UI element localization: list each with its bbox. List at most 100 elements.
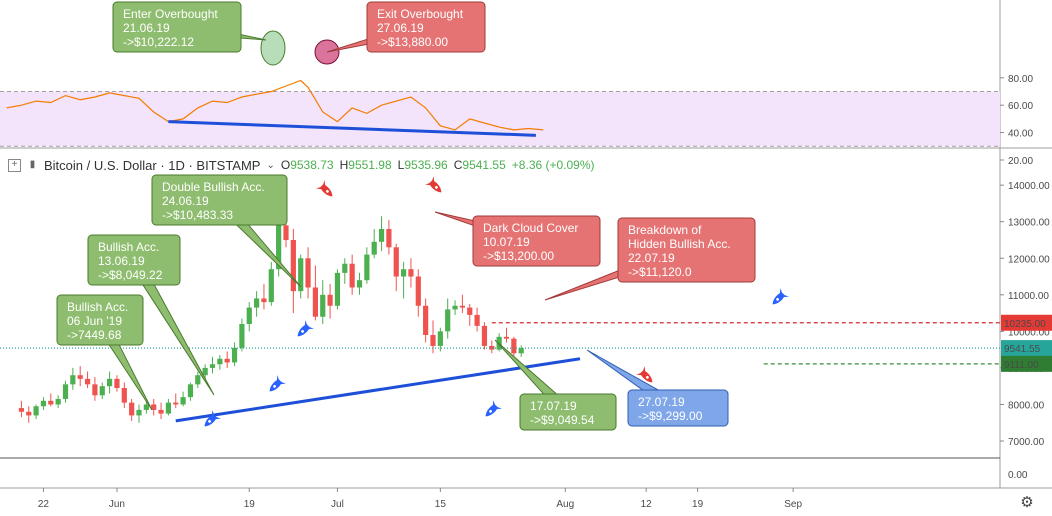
ohlc-open: O9538.73	[280, 158, 334, 172]
rocket-up-icon-window	[208, 420, 211, 423]
candle-body	[26, 411, 32, 416]
rocket-down-icon-fins	[316, 180, 326, 190]
candle-body	[224, 358, 230, 363]
candle-body	[371, 241, 377, 255]
dark-cloud-callout-text-line: 10.07.19	[483, 235, 530, 249]
exit-overbought-callout-text-line: ->$13,880.00	[377, 35, 448, 49]
candle-body	[254, 298, 260, 308]
rocket-down-icon-window	[326, 190, 329, 193]
candle-body	[55, 398, 61, 405]
candle-body	[401, 269, 407, 277]
candle-body	[261, 298, 267, 303]
candle-body	[503, 336, 510, 339]
rocket-down-icon-body	[429, 180, 442, 193]
rocket-up-icon-window	[489, 410, 492, 413]
price-trendline	[175, 357, 581, 423]
time-tick-label: Aug	[556, 499, 574, 510]
rsi-band	[0, 91, 1000, 147]
bullish-acc-0606-callout-text-line: Bullish Acc.	[67, 300, 128, 314]
candle-body	[298, 258, 304, 292]
double-bullish-callout-text-line: 24.06.19	[162, 194, 209, 208]
rocket-up-icon-window	[301, 330, 304, 333]
enter-overbought-callout-text-line: ->$10,222.12	[123, 35, 194, 49]
rocket-down-icon-body	[320, 184, 333, 197]
time-tick-label: 19	[692, 499, 704, 510]
time-tick-label: Jul	[331, 499, 344, 510]
symbol-title[interactable]: Bitcoin / U.S. Dollar · 1D · BITSTAMP	[44, 157, 261, 173]
time-tick-label: 12	[641, 499, 653, 510]
rsi-tick-label: 80.00	[1008, 74, 1033, 85]
gear-icon[interactable]: ⚙	[1020, 494, 1034, 511]
double-bullish-callout-text-line: Double Bullish Acc.	[162, 180, 265, 194]
price-tick-label: 10000.00	[1008, 327, 1050, 338]
candle-body	[511, 338, 517, 354]
candle-body	[70, 375, 76, 385]
rocket-up-icon-fins	[492, 400, 502, 410]
rocket-down-icon	[316, 180, 333, 197]
candle-body	[202, 367, 208, 376]
breakdown-callout-text-line: Breakdown of	[628, 223, 702, 237]
rsi-tick-label: 60.00	[1008, 101, 1033, 112]
rsi-tick-label: 40.00	[1008, 129, 1033, 140]
enter-overbought-callout-text-line: 21.06.19	[123, 21, 170, 35]
breakdown-callout-text-line: ->$11,120.0	[628, 265, 692, 279]
rocket-down-icon-window	[646, 376, 649, 379]
rocket-up-icon	[269, 375, 286, 392]
candle-body	[415, 276, 421, 306]
candle-body	[283, 225, 289, 240]
candle-body	[180, 397, 186, 405]
rocket-up-icon	[485, 400, 502, 417]
candle-body	[437, 331, 443, 346]
candle-body	[84, 378, 91, 385]
enter-overbought-callout-text-line: Enter Overbought	[123, 7, 218, 21]
low-1707-callout-box	[519, 393, 617, 431]
exit-overbought-callout-text-line: Exit Overbought	[377, 7, 464, 21]
candle-body	[445, 309, 451, 332]
candle-body	[276, 225, 282, 270]
low-2707-callout-text-line: ->$9,299.00	[638, 409, 703, 423]
bullish-acc-1306-callout-text-line: Bullish Acc.	[98, 240, 159, 254]
candle-body	[187, 384, 194, 398]
candle-body	[77, 375, 83, 379]
rocket-down-icon-fins	[425, 176, 435, 186]
low-2707-callout-box	[627, 389, 729, 427]
candle-body	[99, 386, 105, 396]
candle-body	[33, 406, 39, 416]
symbol-header: + ▮ Bitcoin / U.S. Dollar · 1D · BITSTAM…	[8, 155, 595, 175]
chevron-down-icon[interactable]: ⌄	[266, 159, 275, 171]
candle-body	[459, 305, 465, 308]
rocket-up-icon-fins	[276, 375, 286, 385]
enter-overbought-marker	[260, 30, 286, 66]
candle-body	[40, 400, 47, 407]
bullish-acc-1306-callout-text-line: ->$8,049.22	[98, 268, 163, 282]
rocket-up-icon-window	[776, 298, 779, 301]
bullish-acc-1306-callout-box	[87, 234, 181, 286]
candle-body	[320, 294, 326, 317]
candle-body	[489, 345, 495, 350]
rocket-up-icon-window	[273, 385, 276, 388]
candle-body	[143, 404, 149, 410]
rocket-up-icon-body	[485, 404, 498, 417]
low-1707-callout-text-line: 17.07.19	[530, 399, 577, 413]
candle-body	[246, 307, 252, 325]
expand-icon[interactable]: +	[8, 158, 21, 172]
candle-body	[107, 378, 113, 387]
rsi-series-line	[6, 79, 544, 131]
low-1707-callout-text-line: ->$9,049.54	[530, 413, 595, 427]
candle-body	[48, 400, 54, 405]
price-change: +8.36 (+0.09%)	[511, 158, 595, 172]
price-level-label: 9111.00	[1004, 360, 1039, 371]
candle-body	[165, 402, 171, 414]
ohlc-low: L9535.96	[397, 158, 448, 172]
bar-style-icon[interactable]: ▮	[29, 158, 36, 170]
candle-body	[378, 229, 385, 242]
exit-overbought-callout-text-line: 27.06.19	[377, 21, 424, 35]
candle-body	[481, 325, 488, 346]
exit-overbought-callout-box	[366, 1, 486, 53]
rocket-up-icon-body	[269, 379, 282, 392]
candle-body	[474, 314, 480, 326]
rsi-tick-label: 20.00	[1008, 156, 1033, 167]
candle-body	[393, 247, 399, 277]
price-level-label: 10235.00	[1004, 319, 1046, 330]
